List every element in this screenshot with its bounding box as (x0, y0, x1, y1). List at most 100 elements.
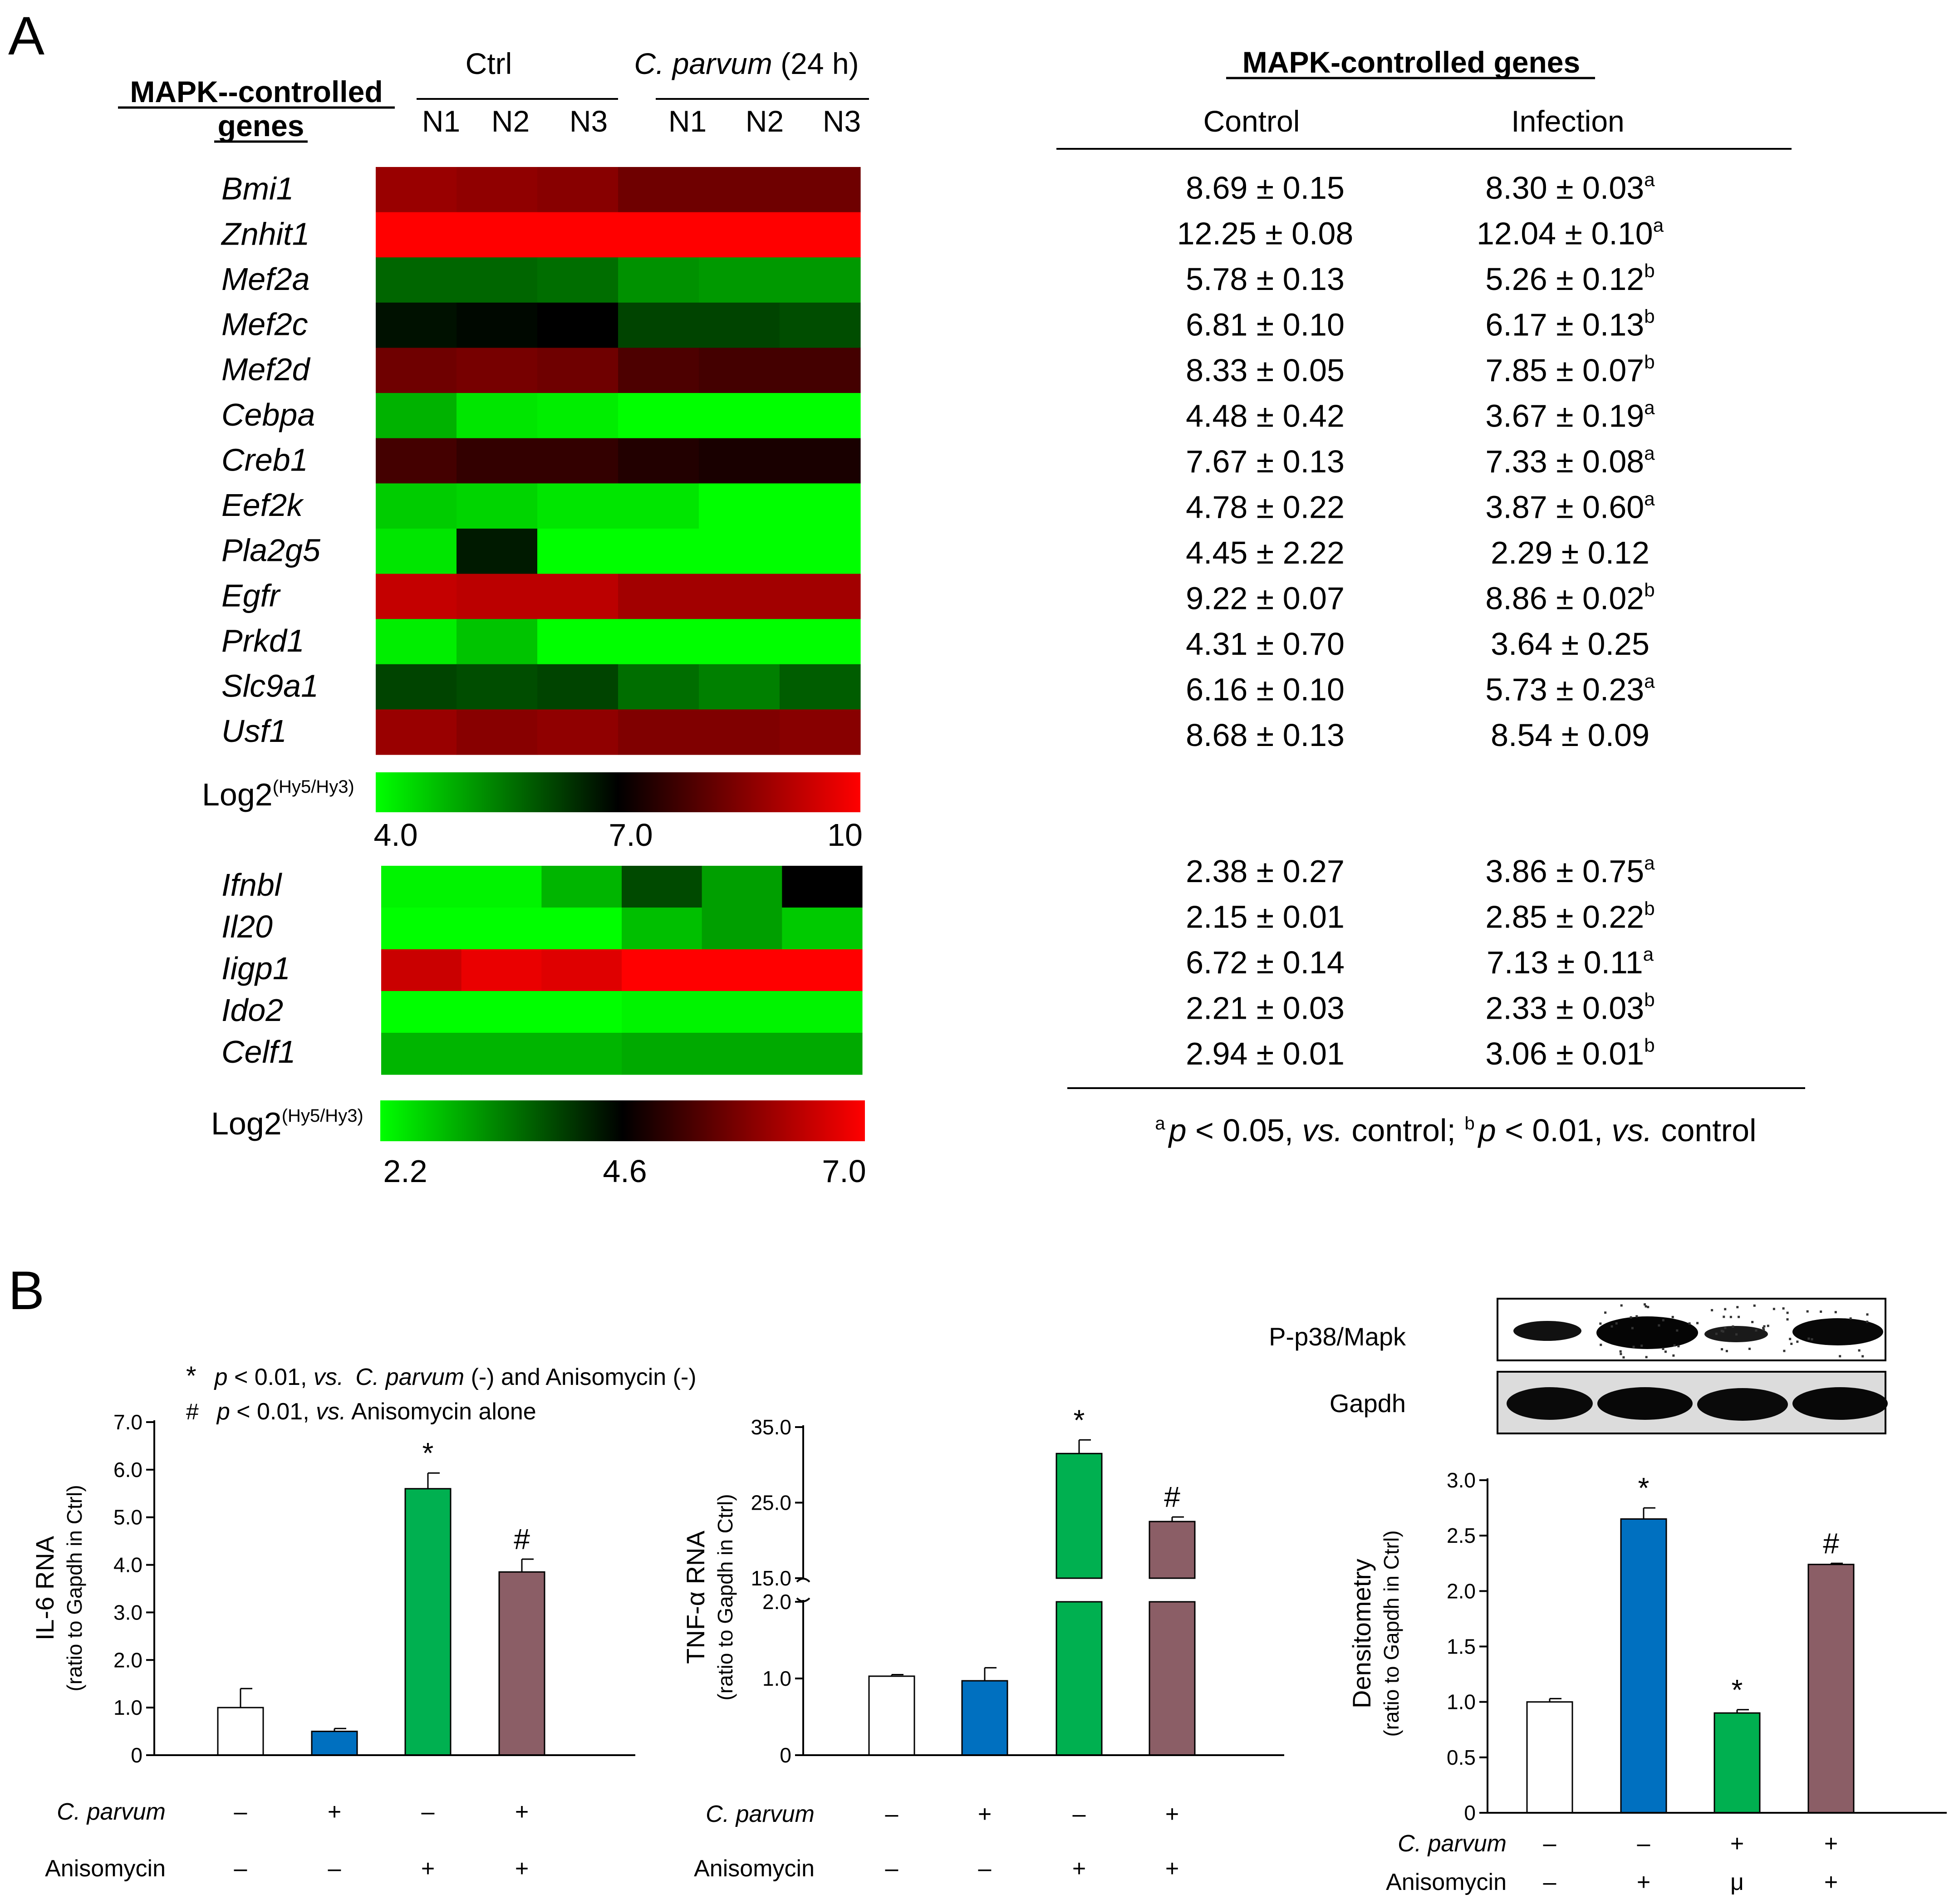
bar (1149, 1521, 1196, 1579)
blot-speck (1688, 1322, 1691, 1325)
table-rows: 8.69 ± 0.15 8.30 ± 0.03a 12.25 ± 0.08 12.04… (1177, 169, 1664, 1071)
condition-sign: – (234, 1799, 247, 1825)
control-mean: 7.67 (1186, 444, 1247, 479)
significance-mark: a (1644, 671, 1655, 692)
table-cell-control: 6.81 ± 0.10 (1186, 307, 1345, 343)
blot-speck (1763, 1328, 1765, 1331)
bar (1713, 1712, 1761, 1814)
control-sd: 0.08 (1291, 216, 1353, 251)
condition-sign: + (515, 1855, 529, 1882)
control-sd: 0.01 (1283, 899, 1345, 935)
table-cell-infection: 3.67 ± 0.19a (1485, 397, 1655, 434)
gene-label: Celf1 (221, 1034, 295, 1070)
bar (311, 1731, 358, 1756)
heatmap-cell (537, 302, 619, 348)
infection-mean: 2.85 (1485, 899, 1547, 935)
heatmap-cell (537, 709, 619, 755)
control-mean: 8.69 (1186, 170, 1247, 206)
y-axis-sublabel: (ratio to Gapdh in Ctrl) (63, 1485, 86, 1691)
control-sd: 0.05 (1283, 353, 1345, 388)
blot-speck (1620, 1353, 1622, 1355)
control-sd: 0.07 (1283, 581, 1345, 616)
condition-sign: – (1637, 1830, 1650, 1857)
infection-mean: 8.30 (1485, 170, 1547, 206)
infection-mean: 3.67 (1485, 398, 1547, 434)
heatmap-cell (457, 302, 538, 348)
blot-speck (1789, 1338, 1792, 1340)
y-tick-label: 1.0 (1447, 1690, 1476, 1714)
blot-speck (1732, 1325, 1734, 1328)
table-cell-control: 8.33 ± 0.05 (1186, 353, 1345, 388)
heatmap-cell (457, 393, 538, 439)
control-mean: 12.25 (1177, 216, 1257, 251)
blot-speck (1735, 1333, 1738, 1336)
heatmap-cell (780, 167, 861, 213)
blot-speck (1622, 1356, 1625, 1359)
heatmap-title: MAPK--controlled (130, 75, 383, 108)
heatmap-cell (699, 709, 780, 755)
y-axis-label: IL-6 RNA (30, 1536, 59, 1640)
y-axis-label: TNF-α RNA (681, 1531, 710, 1664)
infection-sd: 0.03 (1582, 170, 1644, 206)
y-tick-label: 3.0 (113, 1600, 142, 1624)
gene-label: Usf1 (221, 713, 287, 749)
condition-label: Anisomycin (1386, 1869, 1507, 1895)
blot-speck (1866, 1313, 1869, 1316)
gene-label: Il20 (221, 909, 273, 944)
heatmap-cell (537, 664, 619, 710)
blot-speck (1763, 1325, 1766, 1328)
condition-sign: – (234, 1855, 247, 1882)
y-tick-label: 0 (780, 1743, 791, 1767)
heatmap-cell (618, 709, 699, 755)
heatmap-cell (457, 664, 538, 710)
infection-mean: 3.86 (1485, 854, 1547, 889)
gene-label: Mef2a (221, 261, 310, 297)
heatmap-cell (537, 438, 619, 484)
blot-speck (1677, 1345, 1680, 1348)
infection-sd: 0.12 (1582, 261, 1644, 297)
blot-speck (1711, 1309, 1713, 1311)
control-mean: 4.45 (1186, 535, 1247, 570)
blot-speck (1839, 1355, 1841, 1358)
infection-sd: 0.13 (1582, 307, 1644, 343)
heatmap-cell (780, 348, 861, 393)
infection-sd: 0.01 (1582, 1036, 1644, 1071)
blot-speck (1748, 1348, 1751, 1350)
control-mean: 2.21 (1186, 991, 1247, 1026)
blot-speck (1725, 1349, 1728, 1352)
heatmap-cell (780, 393, 861, 439)
heatmap-cell (780, 302, 861, 348)
blot-speck (1615, 1322, 1618, 1325)
heatmap-cell (376, 302, 457, 348)
heatmap-cell (622, 949, 702, 991)
blot-speck (1647, 1305, 1650, 1308)
blot-speck (1619, 1350, 1622, 1353)
heatmap-cell (780, 257, 861, 303)
significance-marker: * (1732, 1673, 1743, 1706)
control-sd: 2.22 (1283, 535, 1345, 570)
table-cell-control: 5.78 ± 0.13 (1186, 261, 1345, 297)
y-tick-label: 6.0 (113, 1458, 142, 1482)
heatmap-cell (699, 483, 780, 529)
heatmap-cell (461, 866, 542, 908)
control-sd: 0.14 (1283, 945, 1345, 980)
western-blot: P-p38/Mapk Gapdh (1269, 1298, 1888, 1434)
col-label: N2 (491, 104, 530, 138)
heatmap-cell (457, 257, 538, 303)
y-axis-sublabel: (ratio to Gapdh in Ctrl) (1380, 1530, 1403, 1737)
heatmap-cell (699, 257, 780, 303)
y-axis-sublabel: (ratio to Gapdh in Ctrl) (713, 1494, 737, 1700)
infection-sd: 0.10 (1591, 216, 1653, 251)
colorbar-2-tick: 7.0 (822, 1153, 866, 1189)
heatmap-cell (618, 483, 699, 529)
infection-mean: 3.87 (1485, 490, 1547, 525)
table-cell-infection: 7.13 ± 0.11a (1487, 943, 1654, 980)
infection-sd: 0.75 (1582, 854, 1644, 889)
blot-speck (1630, 1316, 1632, 1319)
blot-speck (1664, 1350, 1667, 1353)
blot-speck (1790, 1342, 1793, 1345)
infection-mean: 8.54 (1491, 717, 1552, 753)
heatmap-cell (381, 866, 462, 908)
heatmap-cell (537, 257, 619, 303)
heatmap-cell (622, 866, 702, 908)
